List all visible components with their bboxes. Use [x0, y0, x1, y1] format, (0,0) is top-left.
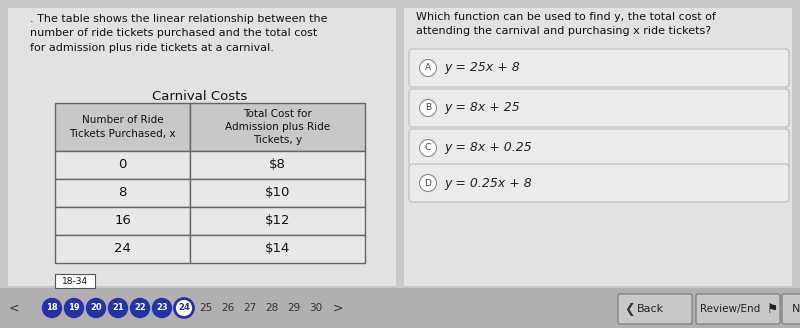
- Circle shape: [65, 298, 83, 318]
- Bar: [55, 207, 190, 235]
- Text: 0: 0: [118, 158, 126, 172]
- Text: Next: Next: [792, 304, 800, 314]
- Text: <: <: [9, 301, 19, 315]
- FancyBboxPatch shape: [409, 89, 789, 127]
- Text: B: B: [425, 104, 431, 113]
- Text: A: A: [425, 64, 431, 72]
- Text: Carnival Costs: Carnival Costs: [152, 90, 248, 103]
- Text: y = 8x + 0.25: y = 8x + 0.25: [444, 141, 532, 154]
- Text: $8: $8: [269, 158, 286, 172]
- Text: 22: 22: [134, 303, 146, 313]
- Text: 25: 25: [199, 303, 213, 313]
- Text: 24: 24: [178, 303, 190, 313]
- Circle shape: [42, 298, 62, 318]
- Text: 18: 18: [46, 303, 58, 313]
- Text: $14: $14: [265, 242, 290, 256]
- FancyBboxPatch shape: [782, 294, 800, 324]
- Bar: [190, 207, 365, 235]
- Bar: [0, 288, 800, 328]
- Text: y = 25x + 8: y = 25x + 8: [444, 62, 520, 74]
- Bar: [55, 274, 95, 288]
- Text: 8: 8: [118, 187, 126, 199]
- Text: 20: 20: [90, 303, 102, 313]
- Bar: [55, 235, 190, 263]
- Text: 26: 26: [222, 303, 234, 313]
- Text: 19: 19: [68, 303, 80, 313]
- Text: C: C: [425, 144, 431, 153]
- Circle shape: [419, 174, 437, 192]
- Bar: [190, 235, 365, 263]
- Text: ⚑: ⚑: [767, 302, 778, 316]
- Circle shape: [419, 99, 437, 116]
- Bar: [55, 179, 190, 207]
- Text: 24: 24: [114, 242, 131, 256]
- Text: 23: 23: [156, 303, 168, 313]
- Text: ❮: ❮: [624, 302, 634, 316]
- Text: Back: Back: [637, 304, 663, 314]
- Circle shape: [153, 298, 171, 318]
- Text: y = 8x + 25: y = 8x + 25: [444, 101, 520, 114]
- Text: 28: 28: [266, 303, 278, 313]
- Text: 30: 30: [310, 303, 322, 313]
- Text: $12: $12: [265, 215, 290, 228]
- Circle shape: [174, 298, 194, 318]
- Text: Which function can be used to find y, the total cost of
attending the carnival a: Which function can be used to find y, th…: [416, 12, 716, 36]
- Circle shape: [419, 139, 437, 156]
- FancyBboxPatch shape: [409, 129, 789, 167]
- Circle shape: [86, 298, 106, 318]
- Bar: [55, 151, 190, 179]
- Text: 18-34: 18-34: [62, 277, 88, 285]
- Text: 16: 16: [114, 215, 131, 228]
- Bar: [190, 151, 365, 179]
- Circle shape: [109, 298, 127, 318]
- Text: Number of Ride
Tickets Purchased, x: Number of Ride Tickets Purchased, x: [70, 115, 176, 139]
- FancyBboxPatch shape: [409, 49, 789, 87]
- Bar: [190, 103, 365, 151]
- FancyBboxPatch shape: [409, 164, 789, 202]
- Text: y = 0.25x + 8: y = 0.25x + 8: [444, 176, 532, 190]
- FancyBboxPatch shape: [618, 294, 692, 324]
- Bar: [8, 8, 396, 286]
- Text: Review/End: Review/End: [700, 304, 760, 314]
- Bar: [55, 103, 190, 151]
- Text: . The table shows the linear relationship between the
number of ride tickets pur: . The table shows the linear relationshi…: [30, 14, 327, 53]
- Text: Total Cost for
Admission plus Ride
Tickets, y: Total Cost for Admission plus Ride Ticke…: [225, 109, 330, 145]
- FancyBboxPatch shape: [696, 294, 780, 324]
- Circle shape: [130, 298, 150, 318]
- Circle shape: [419, 59, 437, 76]
- Bar: [190, 179, 365, 207]
- Text: 29: 29: [287, 303, 301, 313]
- Text: 27: 27: [243, 303, 257, 313]
- Text: $10: $10: [265, 187, 290, 199]
- Text: >: >: [333, 301, 343, 315]
- Bar: [404, 8, 792, 286]
- Text: 21: 21: [112, 303, 124, 313]
- Text: D: D: [425, 178, 431, 188]
